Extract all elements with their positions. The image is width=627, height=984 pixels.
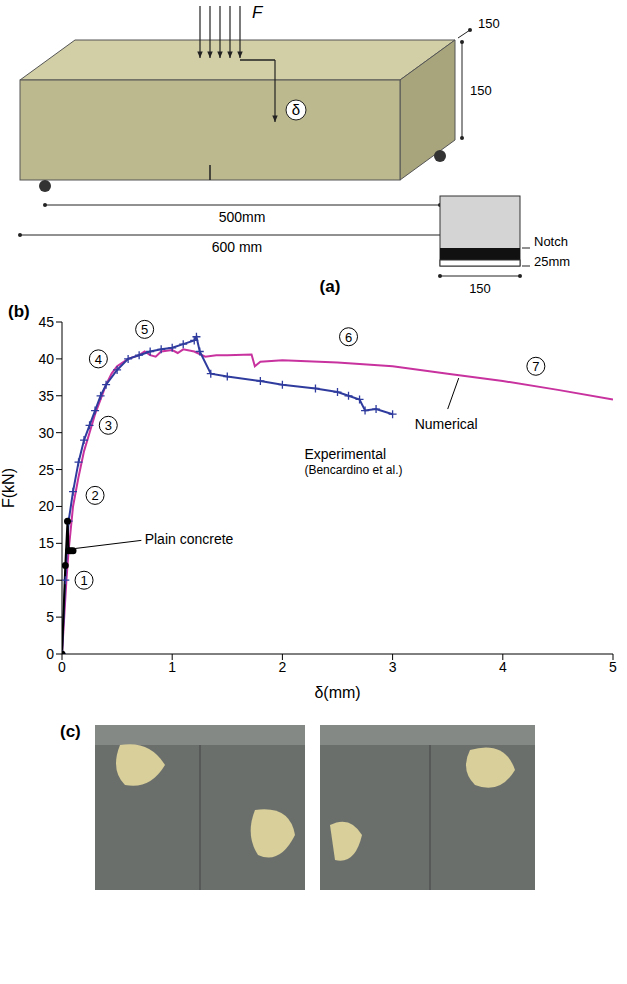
svg-text:4: 4 <box>499 659 507 675</box>
svg-text:150: 150 <box>478 16 500 31</box>
svg-text:20: 20 <box>38 498 54 514</box>
svg-text:2: 2 <box>279 659 287 675</box>
svg-text:25mm: 25mm <box>534 254 570 269</box>
svg-text:F(kN): F(kN) <box>0 468 17 508</box>
svg-text:1: 1 <box>168 659 176 675</box>
svg-text:Numerical: Numerical <box>415 416 478 432</box>
svg-text:0: 0 <box>46 646 54 662</box>
svg-text:30: 30 <box>38 425 54 441</box>
svg-text:10: 10 <box>38 572 54 588</box>
svg-text:5: 5 <box>141 322 148 337</box>
svg-text:2: 2 <box>91 488 98 503</box>
svg-text:3: 3 <box>105 418 112 433</box>
svg-text:F: F <box>252 3 264 22</box>
svg-text:40: 40 <box>38 351 54 367</box>
svg-text:5: 5 <box>609 659 617 675</box>
svg-text:150: 150 <box>469 281 491 296</box>
svg-text:7: 7 <box>532 359 539 374</box>
svg-text:15: 15 <box>38 535 54 551</box>
svg-text:δ(mm): δ(mm) <box>314 684 360 701</box>
svg-text:1: 1 <box>80 573 87 588</box>
html-text:(b): (b) <box>8 302 30 321</box>
svg-text:Notch: Notch <box>534 234 568 249</box>
svg-text:Experimental(Bencardino et al.: Experimental(Bencardino et al.) <box>304 446 402 477</box>
svg-text:600 mm: 600 mm <box>212 239 263 255</box>
svg-text:25: 25 <box>38 462 54 478</box>
svg-text:4: 4 <box>95 352 102 367</box>
svg-text:45: 45 <box>38 314 54 330</box>
svg-text:0: 0 <box>58 659 66 675</box>
svg-text:δ: δ <box>292 101 300 118</box>
svg-text:Plain concrete: Plain concrete <box>145 530 234 546</box>
svg-text:(a): (a) <box>320 277 341 296</box>
svg-text:6: 6 <box>345 330 352 345</box>
svg-text:(c): (c) <box>60 722 81 741</box>
svg-text:500mm: 500mm <box>219 209 266 225</box>
svg-text:150: 150 <box>470 83 492 98</box>
svg-text:35: 35 <box>38 388 54 404</box>
svg-text:5: 5 <box>46 609 54 625</box>
svg-text:3: 3 <box>389 659 397 675</box>
